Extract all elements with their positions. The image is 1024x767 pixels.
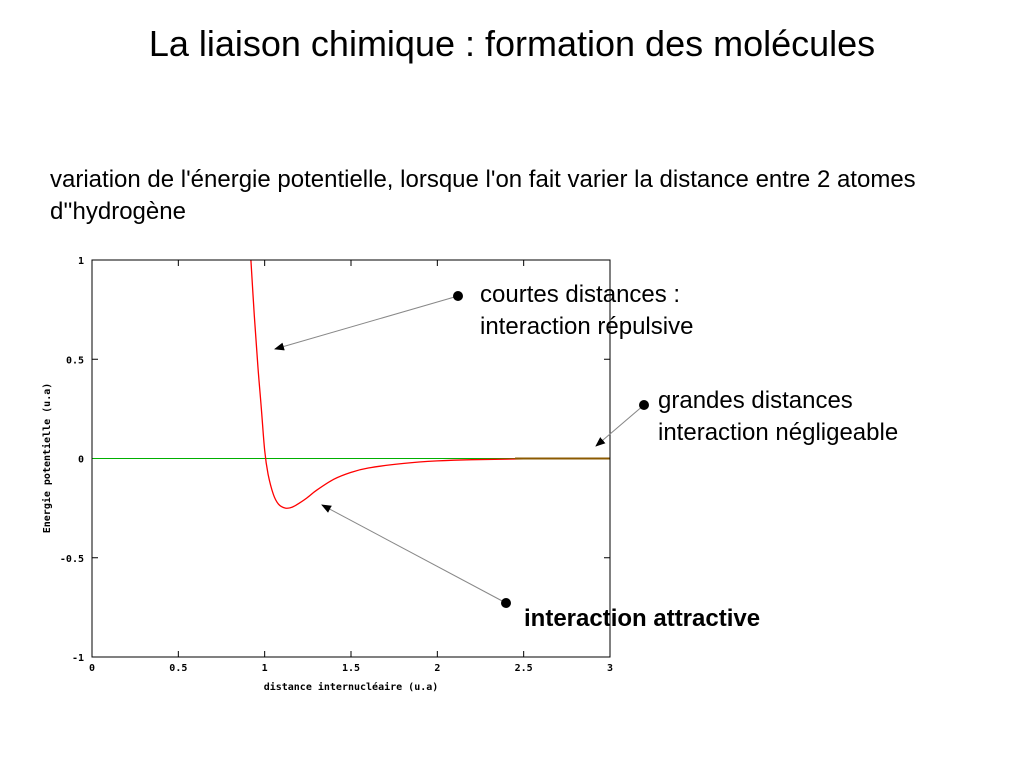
- slide-subtitle: variation de l'énergie potentielle, lors…: [50, 166, 916, 225]
- repulsive-annotation-line1: courtes distances :: [480, 281, 680, 308]
- repulsive-annotation-line2: interaction répulsive: [480, 313, 693, 340]
- y-tick-label: -1: [72, 653, 84, 664]
- x-tick-label: 2: [434, 663, 440, 674]
- attractive-bullet: [501, 598, 511, 608]
- repulsive-bullet: [453, 291, 463, 301]
- y-tick-label: 1: [78, 256, 84, 267]
- potential-energy-curve: [250, 259, 611, 509]
- attractive-arrow: [321, 504, 507, 604]
- x-tick-label: 2.5: [515, 663, 533, 674]
- plot-frame: [91, 259, 611, 658]
- y-tick-label: 0.5: [66, 355, 84, 366]
- x-tick-label: 3: [607, 663, 613, 674]
- lines-layer: [92, 259, 611, 509]
- negligible-annotation-line1: grandes distances: [658, 387, 853, 414]
- y-axis-label: Energie potentielle (u.a): [41, 383, 53, 534]
- y-tick-label: -0.5: [60, 554, 84, 565]
- negligible-bullet: [639, 400, 649, 410]
- x-tick-label: 0.5: [169, 663, 187, 674]
- slide-title: La liaison chimique : formation des molé…: [148, 23, 876, 64]
- x-axis-label: distance internucléaire (u.a): [264, 681, 439, 693]
- y-tick-label: 0: [78, 455, 84, 466]
- x-tick-label: 1: [262, 663, 268, 674]
- x-tick-label: 1.5: [342, 663, 360, 674]
- x-tick-label: 0: [89, 663, 95, 674]
- attractive-annotation: interaction attractive: [524, 605, 760, 632]
- repulsive-arrow: [274, 295, 459, 351]
- ticks-layer: 0 0.5 1 1.5 2 2.5 3 1 0.5 0 -0.5 -1: [60, 256, 613, 674]
- negligible-annotation-line2: interaction négligeable: [658, 419, 898, 446]
- negligible-arrow: [595, 404, 645, 447]
